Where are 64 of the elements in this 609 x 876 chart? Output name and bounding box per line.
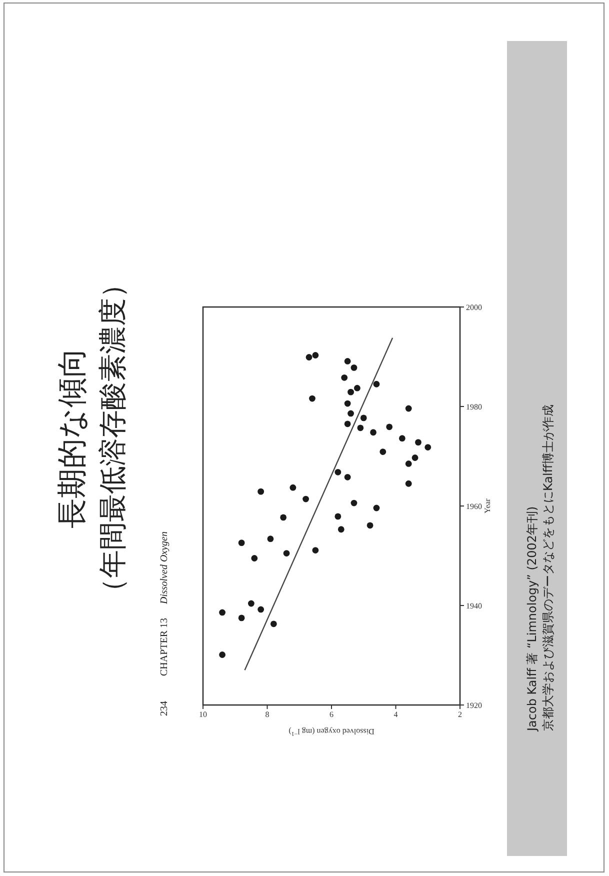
point (238, 614, 245, 622)
point (344, 474, 351, 480)
point (348, 410, 354, 417)
point (258, 606, 264, 613)
point (415, 439, 422, 446)
point (219, 609, 226, 616)
x-tick-label: 2 (458, 710, 462, 719)
x-tick-label: 4 (394, 710, 398, 719)
point (283, 550, 290, 556)
point (370, 429, 376, 436)
point (280, 514, 287, 521)
point (251, 555, 258, 562)
point (350, 500, 358, 506)
point (373, 380, 380, 388)
point (354, 384, 360, 392)
point (405, 480, 412, 487)
point (405, 460, 412, 467)
point (344, 400, 351, 407)
point (312, 352, 319, 358)
point (357, 424, 364, 432)
point (258, 488, 264, 495)
point (373, 504, 380, 512)
point (334, 468, 342, 476)
x-tick-label: 8 (265, 710, 270, 719)
point (267, 536, 274, 542)
point (219, 652, 226, 658)
point (412, 454, 418, 461)
point (238, 540, 245, 546)
point (424, 444, 432, 450)
point (302, 496, 309, 502)
x-tick-label: 6 (330, 710, 334, 719)
point (312, 547, 319, 554)
y-tick-label: 1940 (466, 601, 482, 610)
point (386, 424, 393, 430)
text: Jacob Kalff 著 “Limnology” (2002年刊) (525, 506, 539, 732)
point (348, 388, 354, 396)
point (360, 414, 367, 422)
text: Dissolved Oxygen (159, 532, 170, 605)
y-tick-label: 1980 (466, 402, 482, 411)
point (334, 513, 342, 520)
point (306, 354, 312, 360)
text: 長期的な傾向 (55, 348, 90, 528)
text: 京都大学および滋賀県のデータなどをもとにKalff博士が作成 (541, 404, 555, 731)
point (290, 484, 296, 491)
y-axis-title: Year (483, 498, 492, 514)
point (341, 374, 348, 381)
y-tick-label: 1920 (466, 700, 482, 710)
point (405, 405, 412, 412)
point (366, 522, 374, 529)
point (344, 358, 351, 364)
point (248, 600, 254, 607)
text: CHAPTER 13 (159, 618, 170, 676)
point (350, 364, 358, 371)
y-tick-label: 1960 (466, 502, 482, 510)
point (338, 526, 344, 533)
x-tick-label: 10 (199, 710, 207, 719)
text: （年間最低溶存酸素濃度） (96, 270, 129, 606)
point (344, 420, 351, 428)
point (398, 435, 406, 442)
text: 234 (159, 701, 170, 716)
point (309, 395, 316, 402)
point (380, 448, 386, 455)
y-tick-label: 2000 (466, 302, 482, 312)
point (270, 620, 277, 628)
